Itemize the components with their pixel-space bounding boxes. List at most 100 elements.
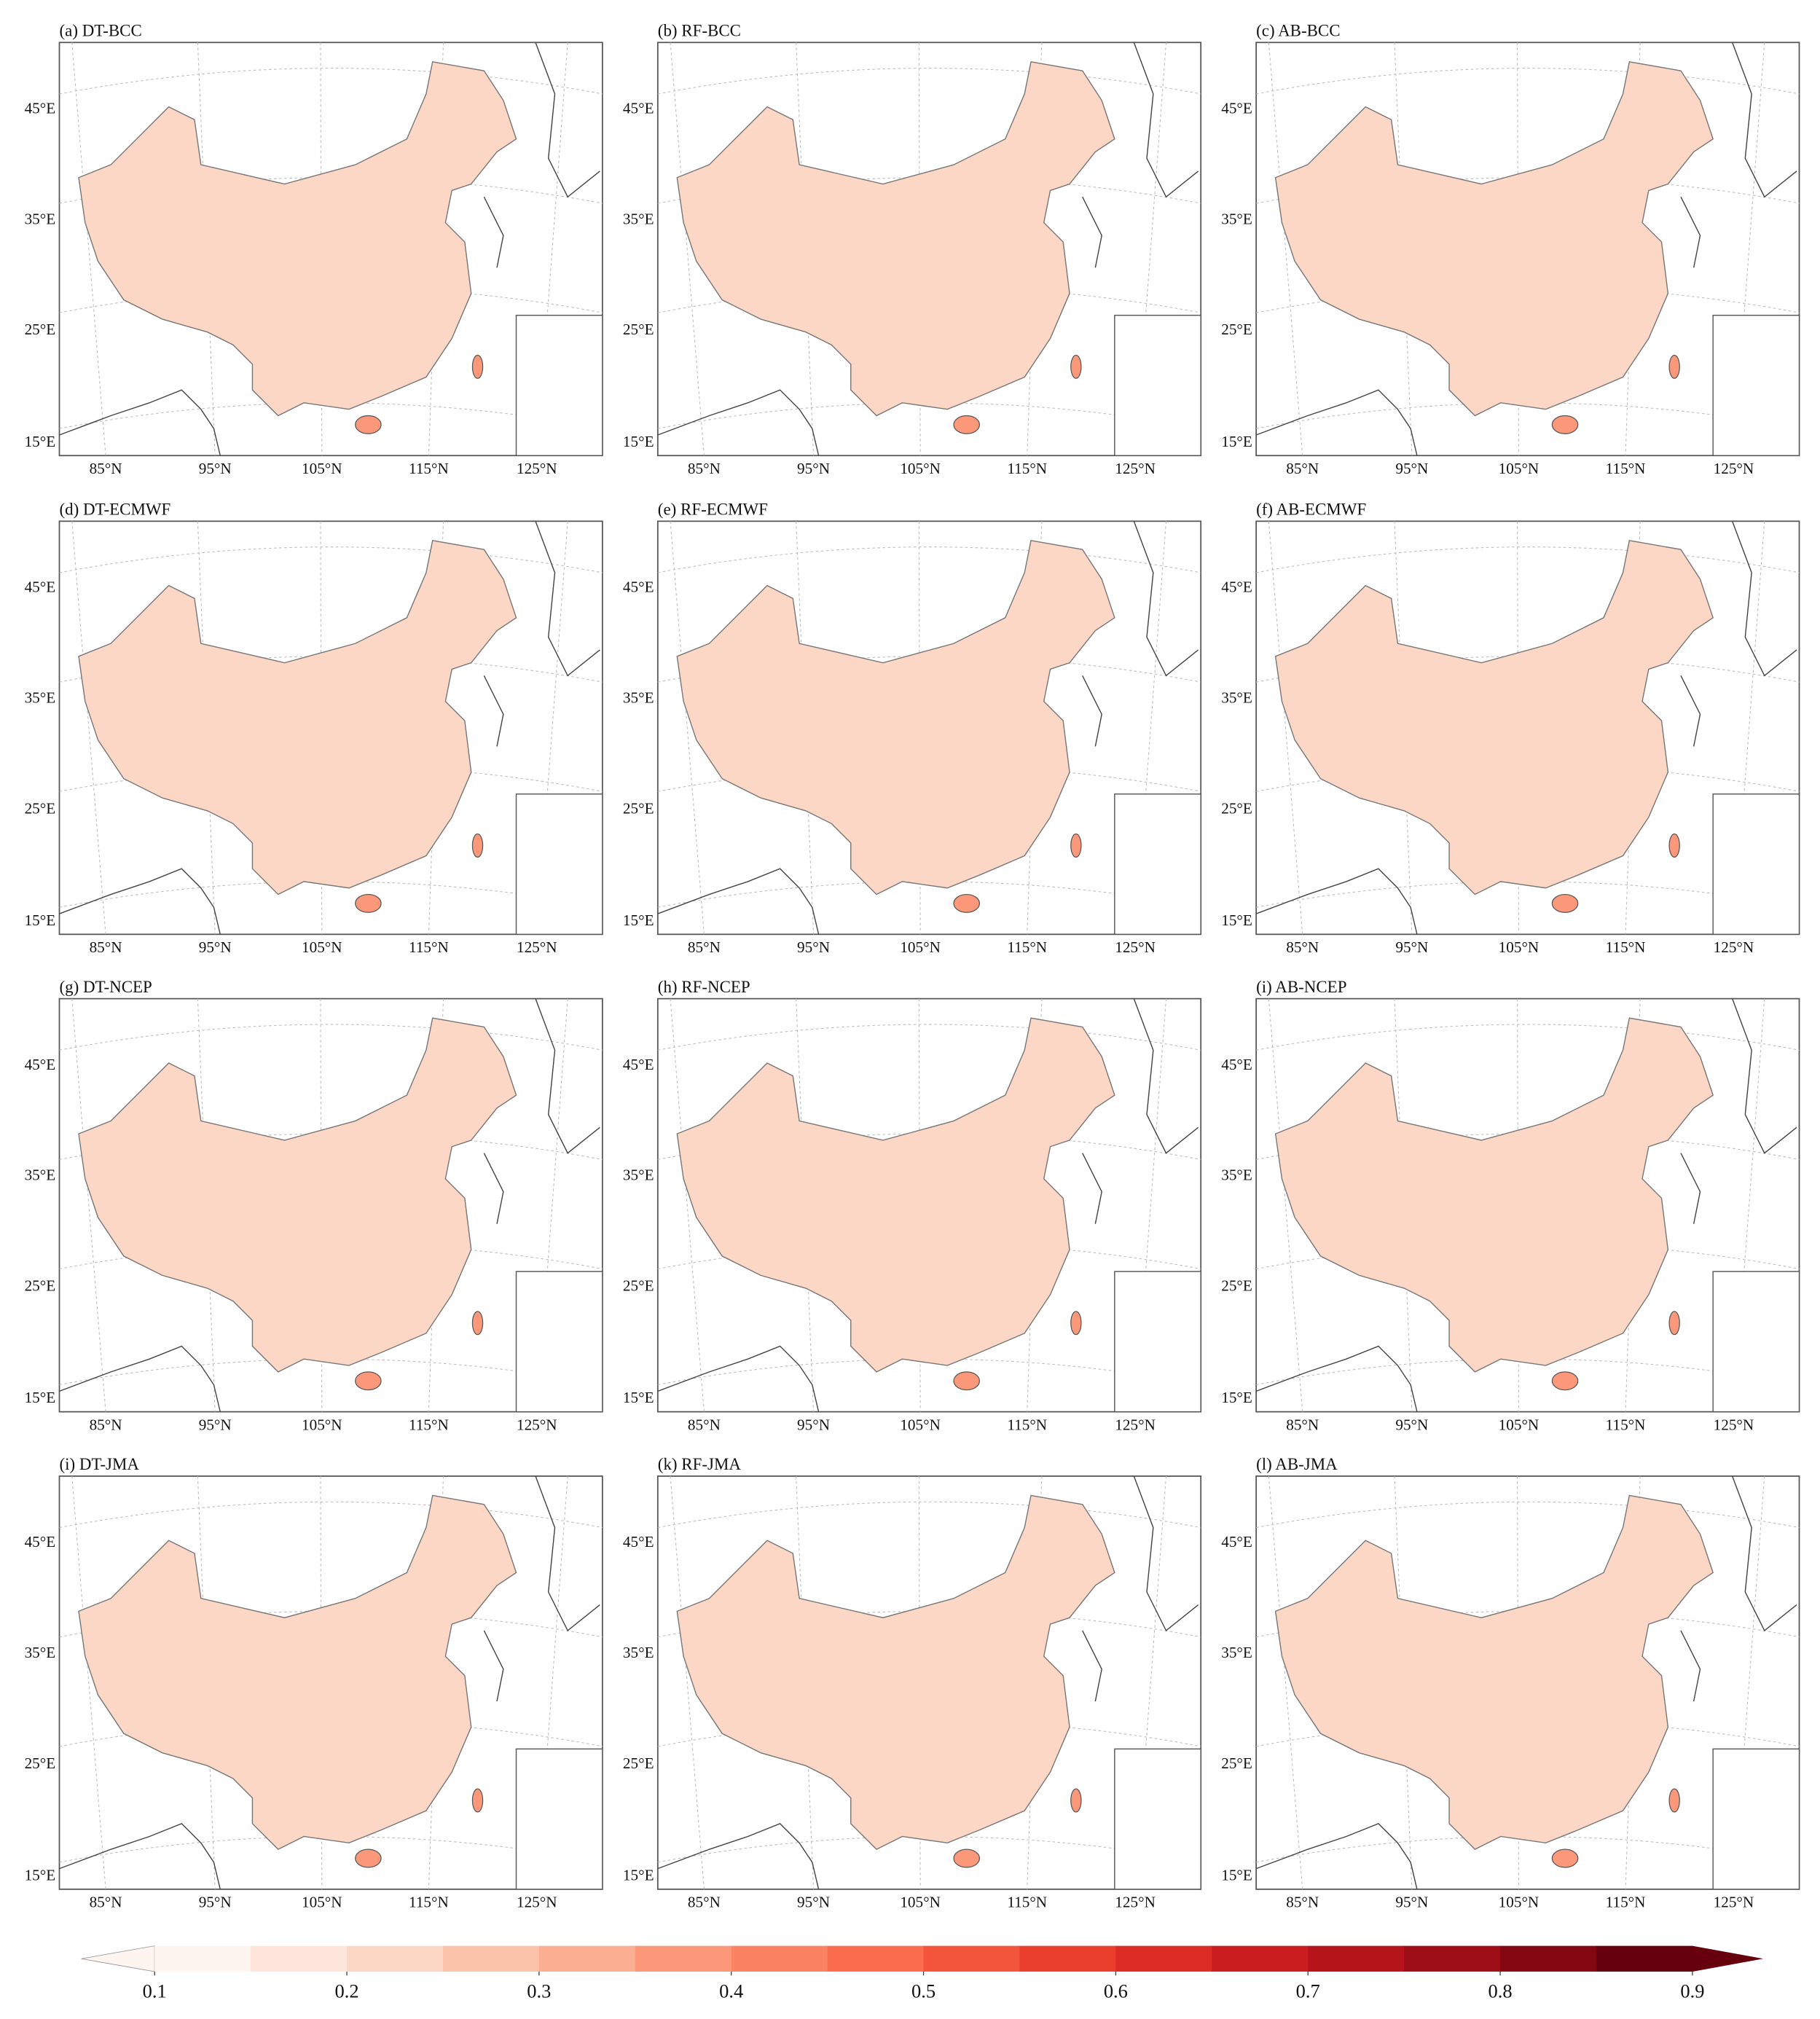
graticule: [59, 1501, 603, 1529]
colorbar-tick-label: 0.3: [527, 1980, 551, 2002]
latitude-label: 25°E: [623, 1277, 654, 1295]
panel-title: (f) AB-ECMWF: [1256, 501, 1366, 519]
inset-frame: [1712, 1271, 1800, 1413]
panel-title: (b) RF-BCC: [658, 21, 741, 39]
latitude-label: 45°E: [25, 1533, 56, 1550]
hainan: [355, 1849, 382, 1868]
inset-frame: [1114, 315, 1201, 456]
coastline: [483, 1475, 600, 1702]
hainan: [1551, 893, 1579, 913]
map-panel: (l) AB-JMA 45°E 35°E 25°E 15°E 85°N 95°N 105°N 1…: [1221, 1455, 1800, 1911]
latitude-label: 15°E: [623, 1867, 654, 1884]
longitude-label: 115°N: [409, 1416, 449, 1433]
panel-title: (h) RF-NCEP: [658, 978, 750, 996]
colorbar-bin: [1308, 1945, 1405, 1972]
latitude-label: 45°E: [1221, 1533, 1252, 1550]
longitude-label: 85°N: [90, 1416, 122, 1433]
map-panel: (b) RF-BCC 45°E 35°E 25°E 15°E 85°N 95°N 105°N 1…: [623, 21, 1202, 477]
coastline: [1255, 389, 1418, 456]
china-outline: [676, 1017, 1115, 1373]
hainan: [953, 415, 980, 434]
inset-frame: [1114, 793, 1201, 936]
latitude-label: 25°E: [623, 799, 654, 817]
longitude-label: 85°N: [1286, 1894, 1319, 1911]
colorbar-bin: [251, 1945, 348, 1972]
graticule: [670, 521, 705, 935]
latitude-label: 45°E: [623, 578, 654, 595]
latitude-label: 15°E: [623, 1389, 654, 1406]
longitude-label: 105°N: [302, 1894, 342, 1911]
longitude-label: 95°N: [797, 1894, 830, 1911]
latitude-label: 45°E: [1221, 99, 1252, 117]
graticule: [71, 42, 106, 456]
longitude-label: 105°N: [1499, 938, 1539, 956]
panel-title: (e) RF-ECMWF: [658, 501, 768, 519]
graticule: [1256, 546, 1800, 573]
graticule: [59, 68, 603, 95]
longitude-label: 115°N: [409, 460, 449, 477]
inset-frame: [1712, 315, 1800, 456]
taiwan: [1070, 1311, 1082, 1336]
colorbar-tick-label: 0.7: [1296, 1980, 1320, 2002]
taiwan: [1668, 1311, 1680, 1336]
panel-title: (k) RF-JMA: [658, 1455, 742, 1473]
longitude-label: 85°N: [688, 460, 721, 477]
latitude-label: 15°E: [25, 1867, 56, 1884]
hainan: [953, 1371, 980, 1391]
coastline: [1082, 998, 1199, 1224]
map-panel: (c) AB-BCC 45°E 35°E 25°E 15°E 85°N 95°N 105°N 1…: [1221, 21, 1800, 477]
graticule: [657, 1024, 1201, 1051]
coastline: [483, 998, 600, 1224]
inset-frame: [515, 1271, 603, 1413]
colorbar-extend-low: [81, 1945, 155, 1972]
hainan: [1551, 1849, 1579, 1868]
graticule: [1268, 521, 1303, 935]
latitude-label: 15°E: [25, 1389, 56, 1406]
colorbar-bin: [1596, 1945, 1693, 1972]
longitude-label: 105°N: [1499, 1894, 1539, 1911]
coastline: [1255, 1345, 1418, 1412]
hainan: [1551, 1371, 1579, 1391]
colorbar-bin: [154, 1945, 251, 1972]
graticule: [657, 1501, 1201, 1529]
latitude-label: 25°E: [623, 1755, 654, 1772]
inset-frame: [515, 315, 603, 456]
latitude-label: 35°E: [1221, 689, 1252, 706]
latitude-label: 15°E: [25, 912, 56, 929]
longitude-label: 85°N: [1286, 1416, 1319, 1433]
latitude-label: 35°E: [25, 1644, 56, 1661]
longitude-label: 105°N: [900, 1416, 941, 1433]
china-outline: [1274, 60, 1714, 417]
taiwan: [1070, 833, 1082, 858]
longitude-label: 95°N: [797, 938, 830, 956]
colorbar-tick-label: 0.9: [1680, 1980, 1704, 2002]
colorbar-extend-high: [1692, 1945, 1764, 1972]
coastline: [657, 1822, 820, 1890]
colorbar-bin: [827, 1945, 925, 1972]
longitude-label: 115°N: [1007, 460, 1047, 477]
longitude-label: 105°N: [302, 1416, 342, 1433]
graticule: [670, 42, 705, 456]
longitude-label: 95°N: [199, 460, 232, 477]
latitude-label: 35°E: [1221, 1644, 1252, 1661]
longitude-label: 125°N: [1115, 1894, 1156, 1911]
coastline: [59, 1822, 221, 1890]
longitude-label: 105°N: [900, 1894, 941, 1911]
colorbar-bin: [731, 1945, 828, 1972]
map-panel: (a) DT-BCC 45°E 35°E 25°E 15°E 85°N 95°N 105°N 1…: [25, 21, 603, 477]
longitude-label: 95°N: [1395, 1894, 1428, 1911]
inset-frame: [1712, 793, 1800, 936]
longitude-label: 95°N: [797, 1416, 830, 1433]
latitude-label: 35°E: [25, 1167, 56, 1184]
graticule: [657, 68, 1201, 95]
longitude-label: 105°N: [1499, 460, 1539, 477]
colorbar-tick-label: 0.6: [1104, 1980, 1128, 2002]
longitude-label: 125°N: [517, 1416, 557, 1433]
coastline: [1680, 1475, 1797, 1702]
latitude-label: 45°E: [623, 99, 654, 117]
longitude-label: 95°N: [1395, 938, 1428, 956]
taiwan: [471, 1311, 484, 1336]
graticule: [71, 1475, 106, 1889]
coastline: [1255, 1822, 1418, 1890]
colorbar-tick-label: 0.5: [911, 1980, 936, 2002]
